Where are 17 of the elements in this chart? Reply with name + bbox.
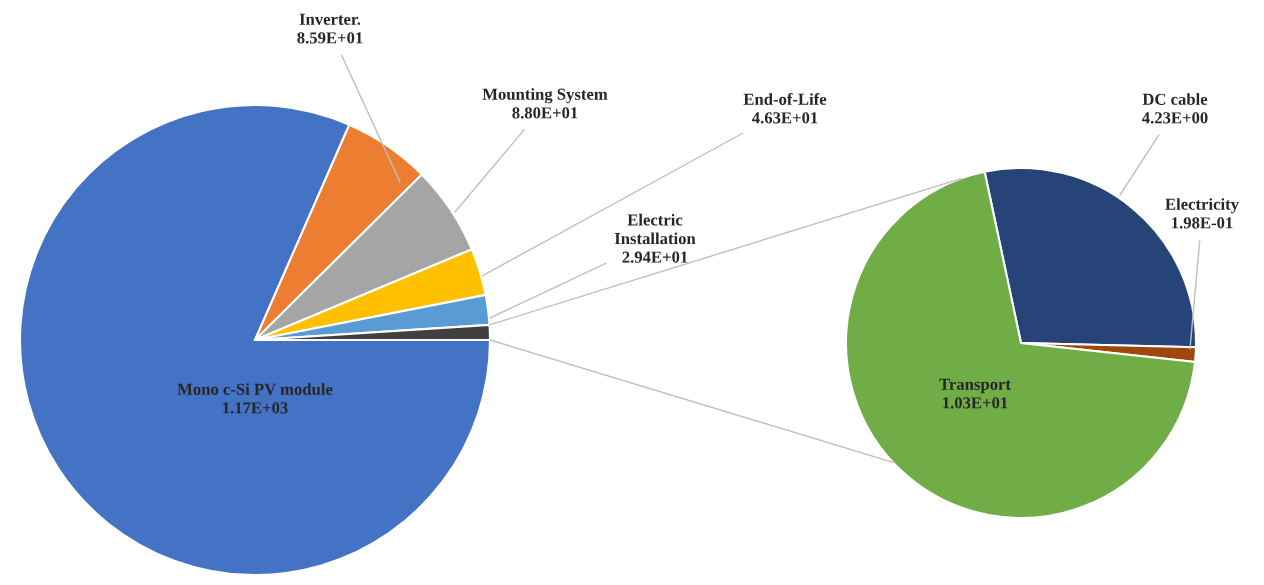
data-label: 1.98E-01 xyxy=(1172,217,1233,229)
data-label: 1.03E+01 xyxy=(943,397,1008,409)
data-label: 2.94E+01 xyxy=(622,251,688,263)
slice-label: End-of-Life xyxy=(743,92,827,105)
data-label: 4.63E+01 xyxy=(752,112,818,124)
data-label: 8.80E+01 xyxy=(512,107,578,119)
slice-label: Mounting System xyxy=(482,88,608,104)
slice-label: Inverter. xyxy=(299,13,361,25)
data-label: 1.17E+03 xyxy=(223,402,288,414)
slice-label: Transport xyxy=(939,378,1011,394)
data-label: 4.23E+00 xyxy=(1142,112,1208,124)
pie-slice xyxy=(18,103,492,577)
slice-label: DC cable xyxy=(1142,93,1208,105)
data-label: 8.59E+01 xyxy=(297,32,363,44)
slice-label: Electric Installation xyxy=(614,213,696,245)
slice-label: Electricity xyxy=(1165,198,1239,214)
slice-label: Mono c-Si PV module xyxy=(177,383,333,395)
